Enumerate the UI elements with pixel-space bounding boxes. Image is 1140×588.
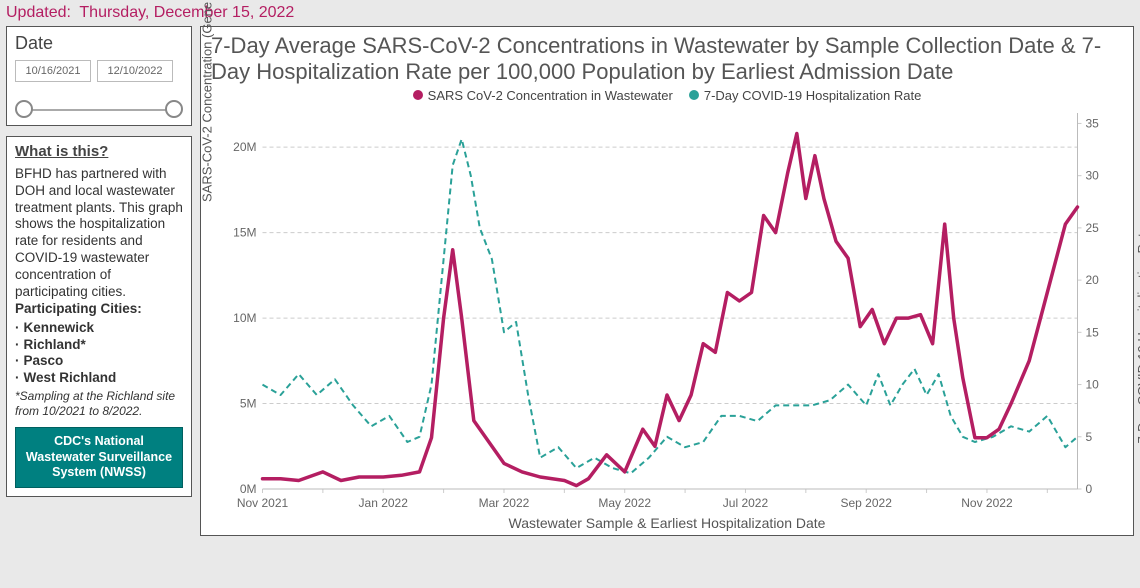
- cities-label: Participating Cities:: [15, 301, 183, 318]
- svg-text:May 2022: May 2022: [598, 496, 651, 510]
- svg-text:25: 25: [1086, 221, 1100, 235]
- svg-text:35: 35: [1086, 117, 1100, 131]
- legend-label: 7-Day COVID-19 Hospitalization Rate: [704, 88, 921, 103]
- cities-list: KennewickRichland*PascoWest Richland: [15, 320, 183, 388]
- svg-text:Nov 2022: Nov 2022: [961, 496, 1013, 510]
- chart-panel: 7-Day Average SARS-CoV-2 Concentrations …: [200, 26, 1134, 536]
- y-axis-right-label: 7-Day COVID-19 Hospitalization Rate: [1135, 226, 1140, 443]
- svg-text:0: 0: [1086, 482, 1093, 496]
- svg-text:15: 15: [1086, 326, 1100, 340]
- svg-text:10M: 10M: [233, 311, 256, 325]
- svg-text:5M: 5M: [240, 397, 257, 411]
- svg-text:20M: 20M: [233, 140, 256, 154]
- date-slider-track[interactable]: [19, 109, 179, 111]
- y-axis-left-label: SARS-CoV-2 Concentration (Gene Copies/Li…: [200, 0, 215, 202]
- svg-text:Nov 2021: Nov 2021: [237, 496, 289, 510]
- svg-text:30: 30: [1086, 169, 1100, 183]
- chart-plot: 0M 5M 10M 15M 20M 0 5 10 15 20 25 30 35 Nov 2021 Jan 2…: [211, 107, 1123, 519]
- info-body: BFHD has partnered with DOH and local wa…: [15, 166, 183, 419]
- svg-text:Jan 2022: Jan 2022: [359, 496, 409, 510]
- info-panel: What is this? BFHD has partnered with DO…: [6, 136, 192, 497]
- updated-label: Updated:: [6, 4, 71, 21]
- legend-label: SARS CoV-2 Concentration in Wastewater: [428, 88, 673, 103]
- svg-text:15M: 15M: [233, 226, 256, 240]
- date-filter-title: Date: [15, 33, 183, 54]
- svg-text:Jul 2022: Jul 2022: [723, 496, 769, 510]
- info-text: BFHD has partnered with DOH and local wa…: [15, 166, 183, 299]
- svg-text:Mar 2022: Mar 2022: [479, 496, 530, 510]
- city-item: Pasco: [15, 353, 183, 370]
- svg-text:10: 10: [1086, 378, 1100, 392]
- svg-text:20: 20: [1086, 273, 1100, 287]
- info-title: What is this?: [15, 143, 183, 162]
- legend-item: 7-Day COVID-19 Hospitalization Rate: [689, 88, 921, 103]
- svg-text:5: 5: [1086, 430, 1093, 444]
- legend-dot-icon: [413, 90, 423, 100]
- cdc-link-button[interactable]: CDC's National Wastewater Surveillance S…: [15, 427, 183, 488]
- svg-text:Sep 2022: Sep 2022: [841, 496, 893, 510]
- date-start-input[interactable]: 10/16/2021: [15, 60, 91, 82]
- legend-item: SARS CoV-2 Concentration in Wastewater: [413, 88, 673, 103]
- updated-date: Thursday, December 15, 2022: [79, 4, 294, 21]
- city-item: West Richland: [15, 370, 183, 387]
- legend-dot-icon: [689, 90, 699, 100]
- city-item: Kennewick: [15, 320, 183, 337]
- date-end-input[interactable]: 12/10/2022: [97, 60, 173, 82]
- info-footnote: *Sampling at the Richland site from 10/2…: [15, 389, 183, 419]
- chart-legend: SARS CoV-2 Concentration in Wastewater 7-…: [211, 88, 1123, 104]
- date-slider-handle-start[interactable]: [15, 100, 33, 118]
- chart-title: 7-Day Average SARS-CoV-2 Concentrations …: [211, 33, 1123, 86]
- city-item: Richland*: [15, 337, 183, 354]
- date-filter-panel: Date 10/16/2021 12/10/2022: [6, 26, 192, 126]
- date-slider-handle-end[interactable]: [165, 100, 183, 118]
- svg-text:0M: 0M: [240, 482, 257, 496]
